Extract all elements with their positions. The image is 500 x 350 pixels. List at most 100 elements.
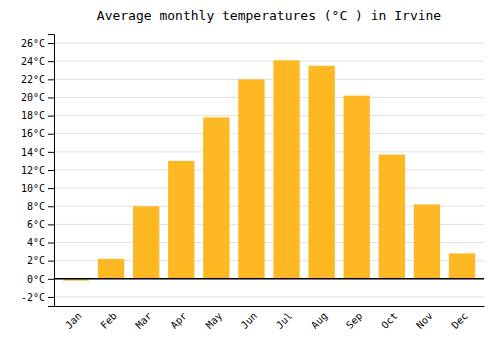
grid-line	[54, 79, 484, 80]
grid-line	[54, 151, 484, 152]
tick-label: 24°C	[21, 56, 45, 67]
tick-label: 14°C	[21, 147, 45, 158]
tick-label: Oct	[379, 310, 400, 331]
grid	[54, 43, 484, 297]
tick: Jun	[239, 310, 260, 331]
tick: Apr	[168, 310, 189, 331]
tick: Feb	[98, 310, 119, 331]
tick-mark	[48, 206, 54, 207]
tick: 14°C	[21, 147, 54, 158]
bar	[414, 204, 440, 278]
tick: 2°C	[27, 255, 54, 266]
tick-label: -2°C	[21, 292, 45, 303]
tick: Jul	[274, 310, 295, 331]
tick-label: 16°C	[21, 128, 45, 139]
tick-label: Apr	[168, 310, 189, 331]
tick: 10°C	[21, 183, 54, 194]
tick-mark	[48, 152, 54, 153]
tick: Aug	[309, 310, 330, 331]
tick: 22°C	[21, 74, 54, 85]
tick-label: Sep	[344, 310, 365, 331]
grid-line	[54, 115, 484, 116]
tick: Oct	[379, 310, 400, 331]
tick-label: 20°C	[21, 92, 45, 103]
title: Average monthly temperatures (°C ) in Ir…	[97, 8, 442, 23]
bar	[273, 60, 299, 279]
bar	[379, 155, 405, 279]
bar	[203, 117, 229, 278]
tick-label: Aug	[309, 310, 330, 331]
tick-label: 22°C	[21, 74, 45, 85]
tick: -2°C	[21, 292, 54, 303]
tick-mark	[48, 261, 54, 262]
tick-mark	[48, 188, 54, 189]
y-axis: -2°C 0°C 2°C 4°C 6°C 8°C 10°C 12°C 14°C 16°C 18°C 2…	[21, 35, 55, 307]
grid-line	[54, 296, 484, 297]
tick-label: Jun	[239, 310, 260, 331]
tick: 20°C	[21, 92, 54, 103]
tick: Nov	[414, 310, 435, 331]
tick-mark	[48, 97, 54, 98]
tick: Jan	[63, 310, 84, 331]
tick: 6°C	[27, 219, 54, 230]
axis-line	[48, 35, 55, 307]
tick-label: May	[204, 310, 225, 331]
zero-line	[54, 278, 484, 280]
tick-mark	[48, 170, 54, 171]
bar	[344, 96, 370, 279]
tick: 16°C	[21, 128, 54, 139]
tick-label: Nov	[414, 310, 435, 331]
tick-mark	[48, 116, 54, 117]
tick: 8°C	[27, 201, 54, 212]
tick-mark	[48, 224, 54, 225]
tick-label: 4°C	[27, 237, 45, 248]
tick-label: Feb	[98, 310, 119, 331]
tick-label: 2°C	[27, 255, 45, 266]
tick: 18°C	[21, 110, 54, 121]
tick: Dec	[449, 310, 470, 331]
grid-line	[54, 133, 484, 134]
tick-label: Dec	[449, 310, 470, 331]
tick-mark	[48, 134, 54, 135]
tick-label: 18°C	[21, 110, 45, 121]
bar	[308, 66, 334, 279]
grid-line	[54, 61, 484, 62]
tick: 0°C	[27, 274, 54, 285]
grid-line	[54, 188, 484, 189]
grid-line	[54, 170, 484, 171]
tick-mark	[48, 297, 54, 298]
tick-label: 12°C	[21, 165, 45, 176]
axis-line	[55, 306, 485, 307]
bar	[168, 161, 194, 279]
tick-label: Mar	[133, 310, 154, 331]
tick-mark	[48, 79, 54, 80]
tick: 26°C	[21, 38, 54, 49]
tick: Mar	[133, 310, 154, 331]
bar	[449, 253, 475, 278]
tick-label: Jan	[63, 310, 84, 331]
chart: -2°C 0°C 2°C 4°C 6°C 8°C 10°C 12°C 14°C 16°C 18°C 2…	[0, 0, 500, 350]
grid-line	[54, 97, 484, 98]
tick-label: 6°C	[27, 219, 45, 230]
tick: 4°C	[27, 237, 54, 248]
tick-mark	[48, 279, 54, 280]
grid-line	[54, 43, 484, 44]
tick-label: 26°C	[21, 38, 45, 49]
tick: Sep	[344, 310, 365, 331]
bar	[133, 206, 159, 279]
tick-label: Jul	[274, 310, 295, 331]
tick: May	[204, 310, 225, 331]
tick-mark	[48, 243, 54, 244]
tick-label: 8°C	[27, 201, 45, 212]
x-axis: Jan Feb Mar Apr May Jun Jul Aug Sep Oct Nov Dec	[55, 307, 485, 331]
tick-mark	[48, 43, 54, 44]
tick: 12°C	[21, 165, 54, 176]
tick-label: 10°C	[21, 183, 45, 194]
grid-line	[54, 278, 484, 279]
plot-area	[54, 60, 484, 280]
bar	[238, 79, 264, 278]
tick-label: 0°C	[27, 274, 45, 285]
tick-mark	[48, 61, 54, 62]
bar	[98, 259, 124, 279]
tick: 24°C	[21, 56, 54, 67]
